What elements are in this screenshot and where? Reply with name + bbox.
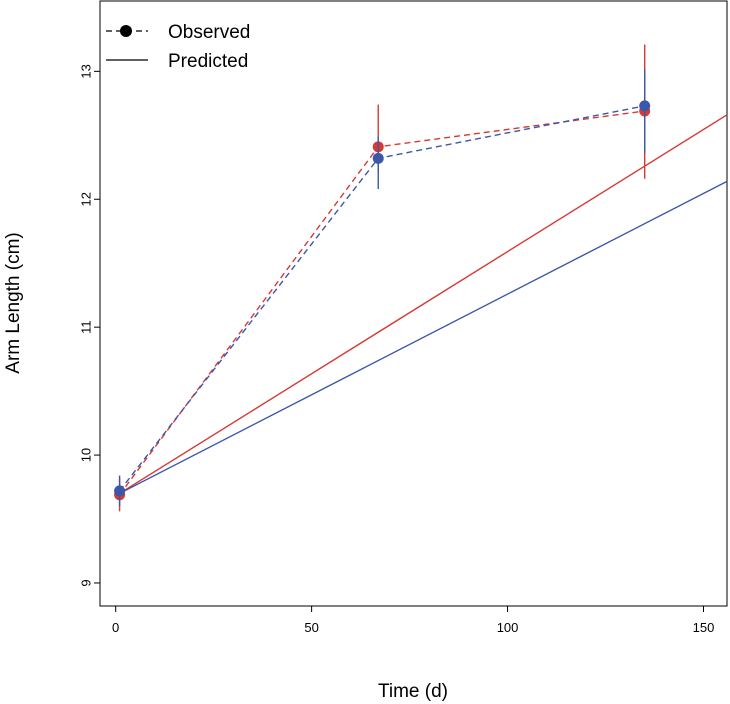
y-tick-label: 9 bbox=[79, 579, 94, 586]
predicted-line-1 bbox=[119, 114, 728, 495]
y-tick-label: 13 bbox=[79, 64, 94, 78]
x-tick-label: 100 bbox=[497, 620, 519, 635]
y-tick-label: 10 bbox=[79, 448, 94, 462]
y-tick-label: 11 bbox=[79, 320, 94, 334]
plot-frame bbox=[99, 0, 728, 607]
data-point bbox=[639, 100, 651, 112]
x-tick-label: 0 bbox=[112, 620, 119, 635]
predicted-lines bbox=[119, 114, 728, 495]
x-tick-label: 150 bbox=[693, 620, 715, 635]
y-axis-title: Arm Length (cm) bbox=[3, 232, 24, 373]
x-axis: 0 50 100 150 bbox=[112, 606, 714, 635]
observed-series-2 bbox=[114, 68, 651, 507]
observed-lines bbox=[114, 44, 651, 512]
x-tick-label: 50 bbox=[304, 620, 318, 635]
observed-line bbox=[119, 105, 645, 492]
legend-predicted-label: Predicted bbox=[168, 51, 248, 72]
y-tick-label: 12 bbox=[79, 192, 94, 206]
predicted-line-2 bbox=[119, 180, 728, 495]
legend: Observed Predicted bbox=[106, 22, 250, 72]
x-axis-title: Time (d) bbox=[378, 681, 448, 702]
observed-series-1 bbox=[114, 44, 651, 512]
data-point bbox=[114, 485, 126, 497]
observed-line bbox=[119, 110, 645, 496]
legend-observed-point-swatch bbox=[120, 25, 132, 37]
y-axis: 9 10 11 12 13 bbox=[79, 64, 100, 587]
data-point bbox=[372, 152, 384, 164]
legend-observed-label: Observed bbox=[168, 22, 250, 43]
